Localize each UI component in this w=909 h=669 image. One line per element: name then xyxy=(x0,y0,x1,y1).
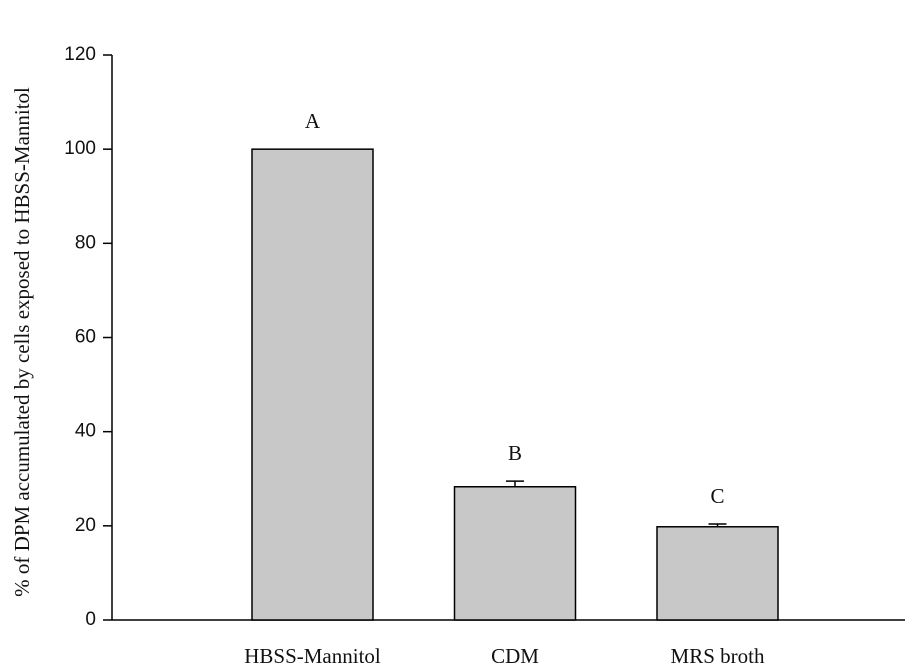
y-tick-label: 20 xyxy=(75,515,96,536)
y-axis-label: % of DPM accumulated by cells exposed to… xyxy=(10,87,34,597)
annotation: A xyxy=(305,109,321,133)
y-tick-label: 100 xyxy=(64,138,96,159)
bar xyxy=(453,486,577,621)
y-tick-label: 40 xyxy=(75,421,96,442)
x-tick-label: CDM xyxy=(491,644,539,668)
y-tick-label: 120 xyxy=(64,44,96,65)
bar xyxy=(656,526,779,621)
annotation: B xyxy=(508,441,522,465)
x-tick-label: HBSS-Mannitol xyxy=(244,644,381,668)
y-tick-label: 60 xyxy=(75,327,96,348)
bar xyxy=(251,148,374,621)
x-tick-label: MRS broth xyxy=(671,644,765,668)
y-tick-label: 80 xyxy=(75,232,96,253)
y-tick-label: 0 xyxy=(85,609,96,630)
annotation: C xyxy=(710,484,724,508)
